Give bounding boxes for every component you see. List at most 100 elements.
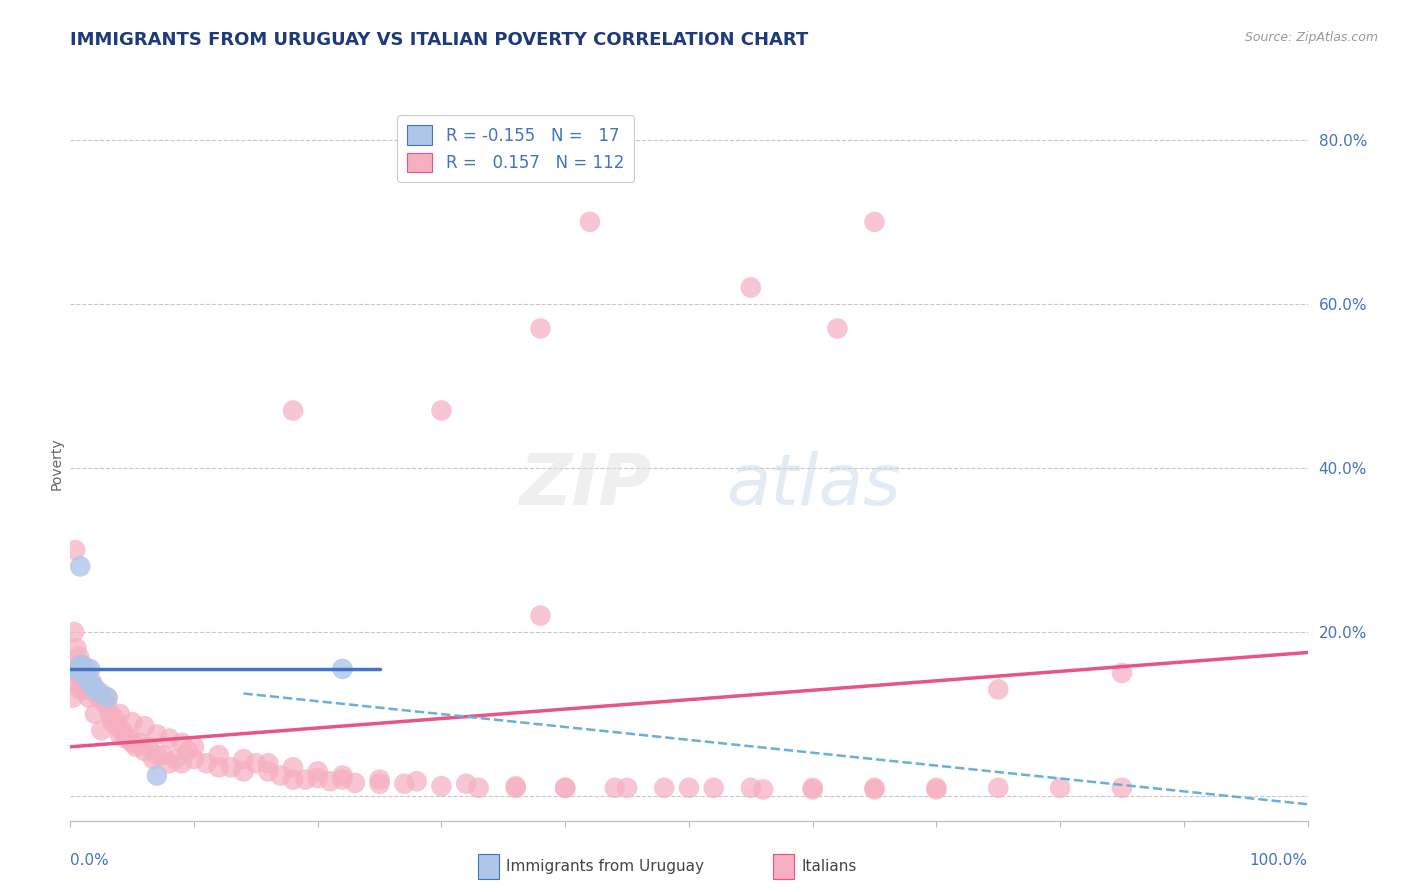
Point (65, 543, 87, 558)
Point (257, 764, 280, 779)
Point (368, 772, 391, 787)
Point (134, 719, 156, 733)
Point (332, 772, 354, 787)
Point (801, 782, 824, 797)
Point (72, 657, 94, 672)
Point (752, 782, 775, 797)
Point (505, 779, 527, 793)
Point (128, 736, 150, 750)
Point (307, 771, 329, 785)
Point (219, 760, 242, 774)
Point (84, 706, 107, 721)
Point (332, 768, 354, 782)
Point (69, 682, 91, 697)
Point (505, 780, 527, 795)
Point (104, 711, 127, 725)
Point (863, 215, 886, 229)
Point (987, 682, 1010, 697)
Point (84, 682, 107, 697)
Point (75, 662, 97, 676)
Point (75, 670, 97, 684)
Point (84, 682, 107, 697)
Point (93, 695, 115, 709)
Point (115, 731, 138, 746)
Point (65, 674, 87, 689)
Point (72, 674, 94, 689)
Point (394, 777, 416, 791)
Point (343, 776, 366, 790)
Point (281, 760, 304, 774)
Point (69, 662, 91, 676)
Point (121, 715, 143, 730)
Point (101, 715, 124, 730)
Point (66, 662, 89, 676)
Point (134, 744, 156, 758)
Point (65, 641, 87, 656)
Point (82, 678, 104, 692)
Point (90, 686, 112, 700)
Point (232, 752, 254, 766)
Point (72, 662, 94, 676)
Point (170, 756, 193, 771)
Point (157, 756, 180, 771)
Point (257, 756, 280, 771)
Point (69, 559, 91, 574)
Point (90, 690, 112, 705)
Point (368, 777, 391, 791)
Point (332, 662, 354, 676)
Point (67, 649, 90, 664)
Point (96, 690, 118, 705)
Point (183, 739, 205, 754)
Point (1111, 665, 1133, 680)
Point (208, 747, 231, 762)
Point (136, 739, 159, 754)
Point (66, 657, 89, 672)
Point (76, 670, 98, 684)
Point (108, 727, 131, 741)
Point (703, 780, 725, 795)
Point (270, 768, 292, 782)
Point (430, 779, 453, 793)
Text: IMMIGRANTS FROM URUGUAY VS ITALIAN POVERTY CORRELATION CHART: IMMIGRANTS FROM URUGUAY VS ITALIAN POVER… (70, 31, 808, 49)
Point (70, 674, 93, 689)
Point (456, 777, 478, 791)
Point (925, 782, 948, 797)
Point (1111, 780, 1133, 795)
Point (405, 774, 427, 789)
Point (62, 690, 84, 705)
Point (83, 682, 105, 697)
Point (152, 747, 174, 762)
Point (65, 662, 87, 676)
Point (146, 768, 169, 782)
Text: Immigrants from Uruguay: Immigrants from Uruguay (506, 859, 704, 873)
Point (146, 727, 169, 741)
Point (554, 780, 576, 795)
Point (177, 744, 200, 758)
Point (1049, 780, 1071, 795)
Point (73, 662, 96, 676)
Point (96, 698, 118, 713)
Point (827, 321, 849, 335)
Point (183, 752, 205, 766)
Point (925, 780, 948, 795)
Point (65, 662, 87, 676)
Point (75, 682, 97, 697)
Point (157, 731, 180, 746)
Point (105, 719, 128, 733)
Point (125, 739, 148, 754)
Point (108, 706, 131, 721)
Point (73, 682, 96, 697)
Point (740, 780, 762, 795)
Point (232, 764, 254, 779)
Point (529, 321, 551, 335)
Point (79, 678, 101, 692)
Point (170, 736, 193, 750)
Point (863, 782, 886, 797)
Point (79, 678, 101, 692)
Point (616, 780, 638, 795)
Point (554, 780, 576, 795)
Point (84, 686, 107, 700)
Point (111, 723, 134, 738)
Text: atlas: atlas (725, 450, 901, 520)
Point (77, 690, 100, 705)
